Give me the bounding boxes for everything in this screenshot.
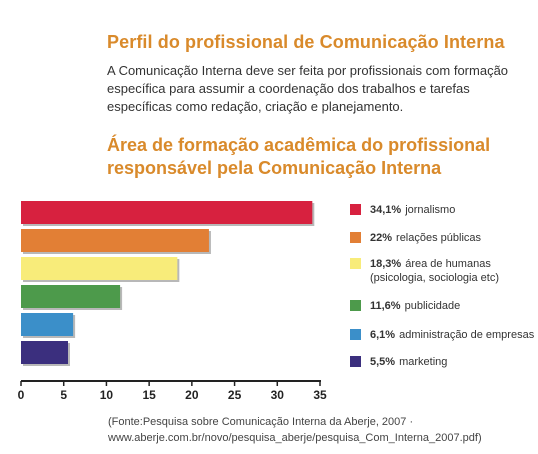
bar-0: [21, 201, 313, 224]
legend-text: 34,1% jornalismo: [370, 203, 455, 217]
legend-label: publicidade: [404, 300, 461, 312]
legend-item: 6,1% administração de empresas: [350, 328, 534, 342]
x-tick-label: 10: [100, 388, 114, 402]
legend-swatch: [350, 258, 361, 269]
legend-label: administração de empresas: [399, 329, 535, 341]
legend-value: 34,1%: [370, 204, 402, 216]
legend-value: 18,3%: [370, 258, 402, 270]
legend-swatch: [350, 356, 361, 367]
legend-text: 6,1% administração de empresas: [370, 328, 534, 342]
legend-swatch: [350, 232, 361, 243]
x-tick-label: 20: [185, 388, 199, 402]
legend-item: 22% relações públicas: [350, 231, 481, 245]
legend-label: marketing: [399, 356, 448, 368]
legend-label: relações públicas: [396, 232, 482, 244]
legend-label: jornalismo: [405, 204, 456, 216]
x-tick-label: 35: [313, 388, 327, 402]
bar-2: [21, 257, 178, 280]
legend-value: 5,5%: [370, 356, 396, 368]
bar-3: [21, 285, 121, 308]
legend-value: 6,1%: [370, 329, 396, 341]
legend-item: 18,3% área de humanas (psicologia, sociolo…: [350, 257, 499, 285]
legend-text: 11,6% publicidade: [370, 299, 460, 313]
legend-item: 34,1% jornalismo: [350, 203, 455, 217]
source-note: (Fonte:Pesquisa sobre Comunicação Intern…: [108, 416, 482, 444]
legend-text: 5,5% marketing: [370, 355, 447, 369]
legend-value: 22%: [370, 232, 393, 244]
legend-item: 5,5% marketing: [350, 355, 447, 369]
legend-item: 11,6% publicidade: [350, 299, 460, 313]
x-tick-label: 25: [228, 388, 242, 402]
legend-text: 18,3% área de humanas (psicologia, sociolo…: [370, 257, 499, 285]
chart-title: Área de formação acadêmica do profission…: [107, 135, 491, 178]
x-tick-label: 0: [18, 388, 25, 402]
legend-swatch: [350, 300, 361, 311]
x-tick-label: 30: [271, 388, 285, 402]
legend-value: 11,6%: [370, 300, 401, 312]
legend-swatch: [350, 329, 361, 340]
x-tick-label: 5: [60, 388, 67, 402]
bar-1: [21, 229, 209, 252]
x-tick-label: 15: [142, 388, 156, 402]
legend-label: área de humanas: [405, 258, 491, 270]
legend-swatch: [350, 204, 361, 215]
legend-sublabel: (psicologia, sociologia etc): [370, 272, 500, 284]
page-heading: Perfil do profissional de Comunicação In…: [107, 32, 505, 52]
intro-paragraph: A Comunicação Interna deve ser feita por…: [107, 63, 509, 114]
legend-text: 22% relações públicas: [370, 231, 481, 245]
bar-4: [21, 313, 74, 336]
bar-5: [21, 341, 68, 364]
